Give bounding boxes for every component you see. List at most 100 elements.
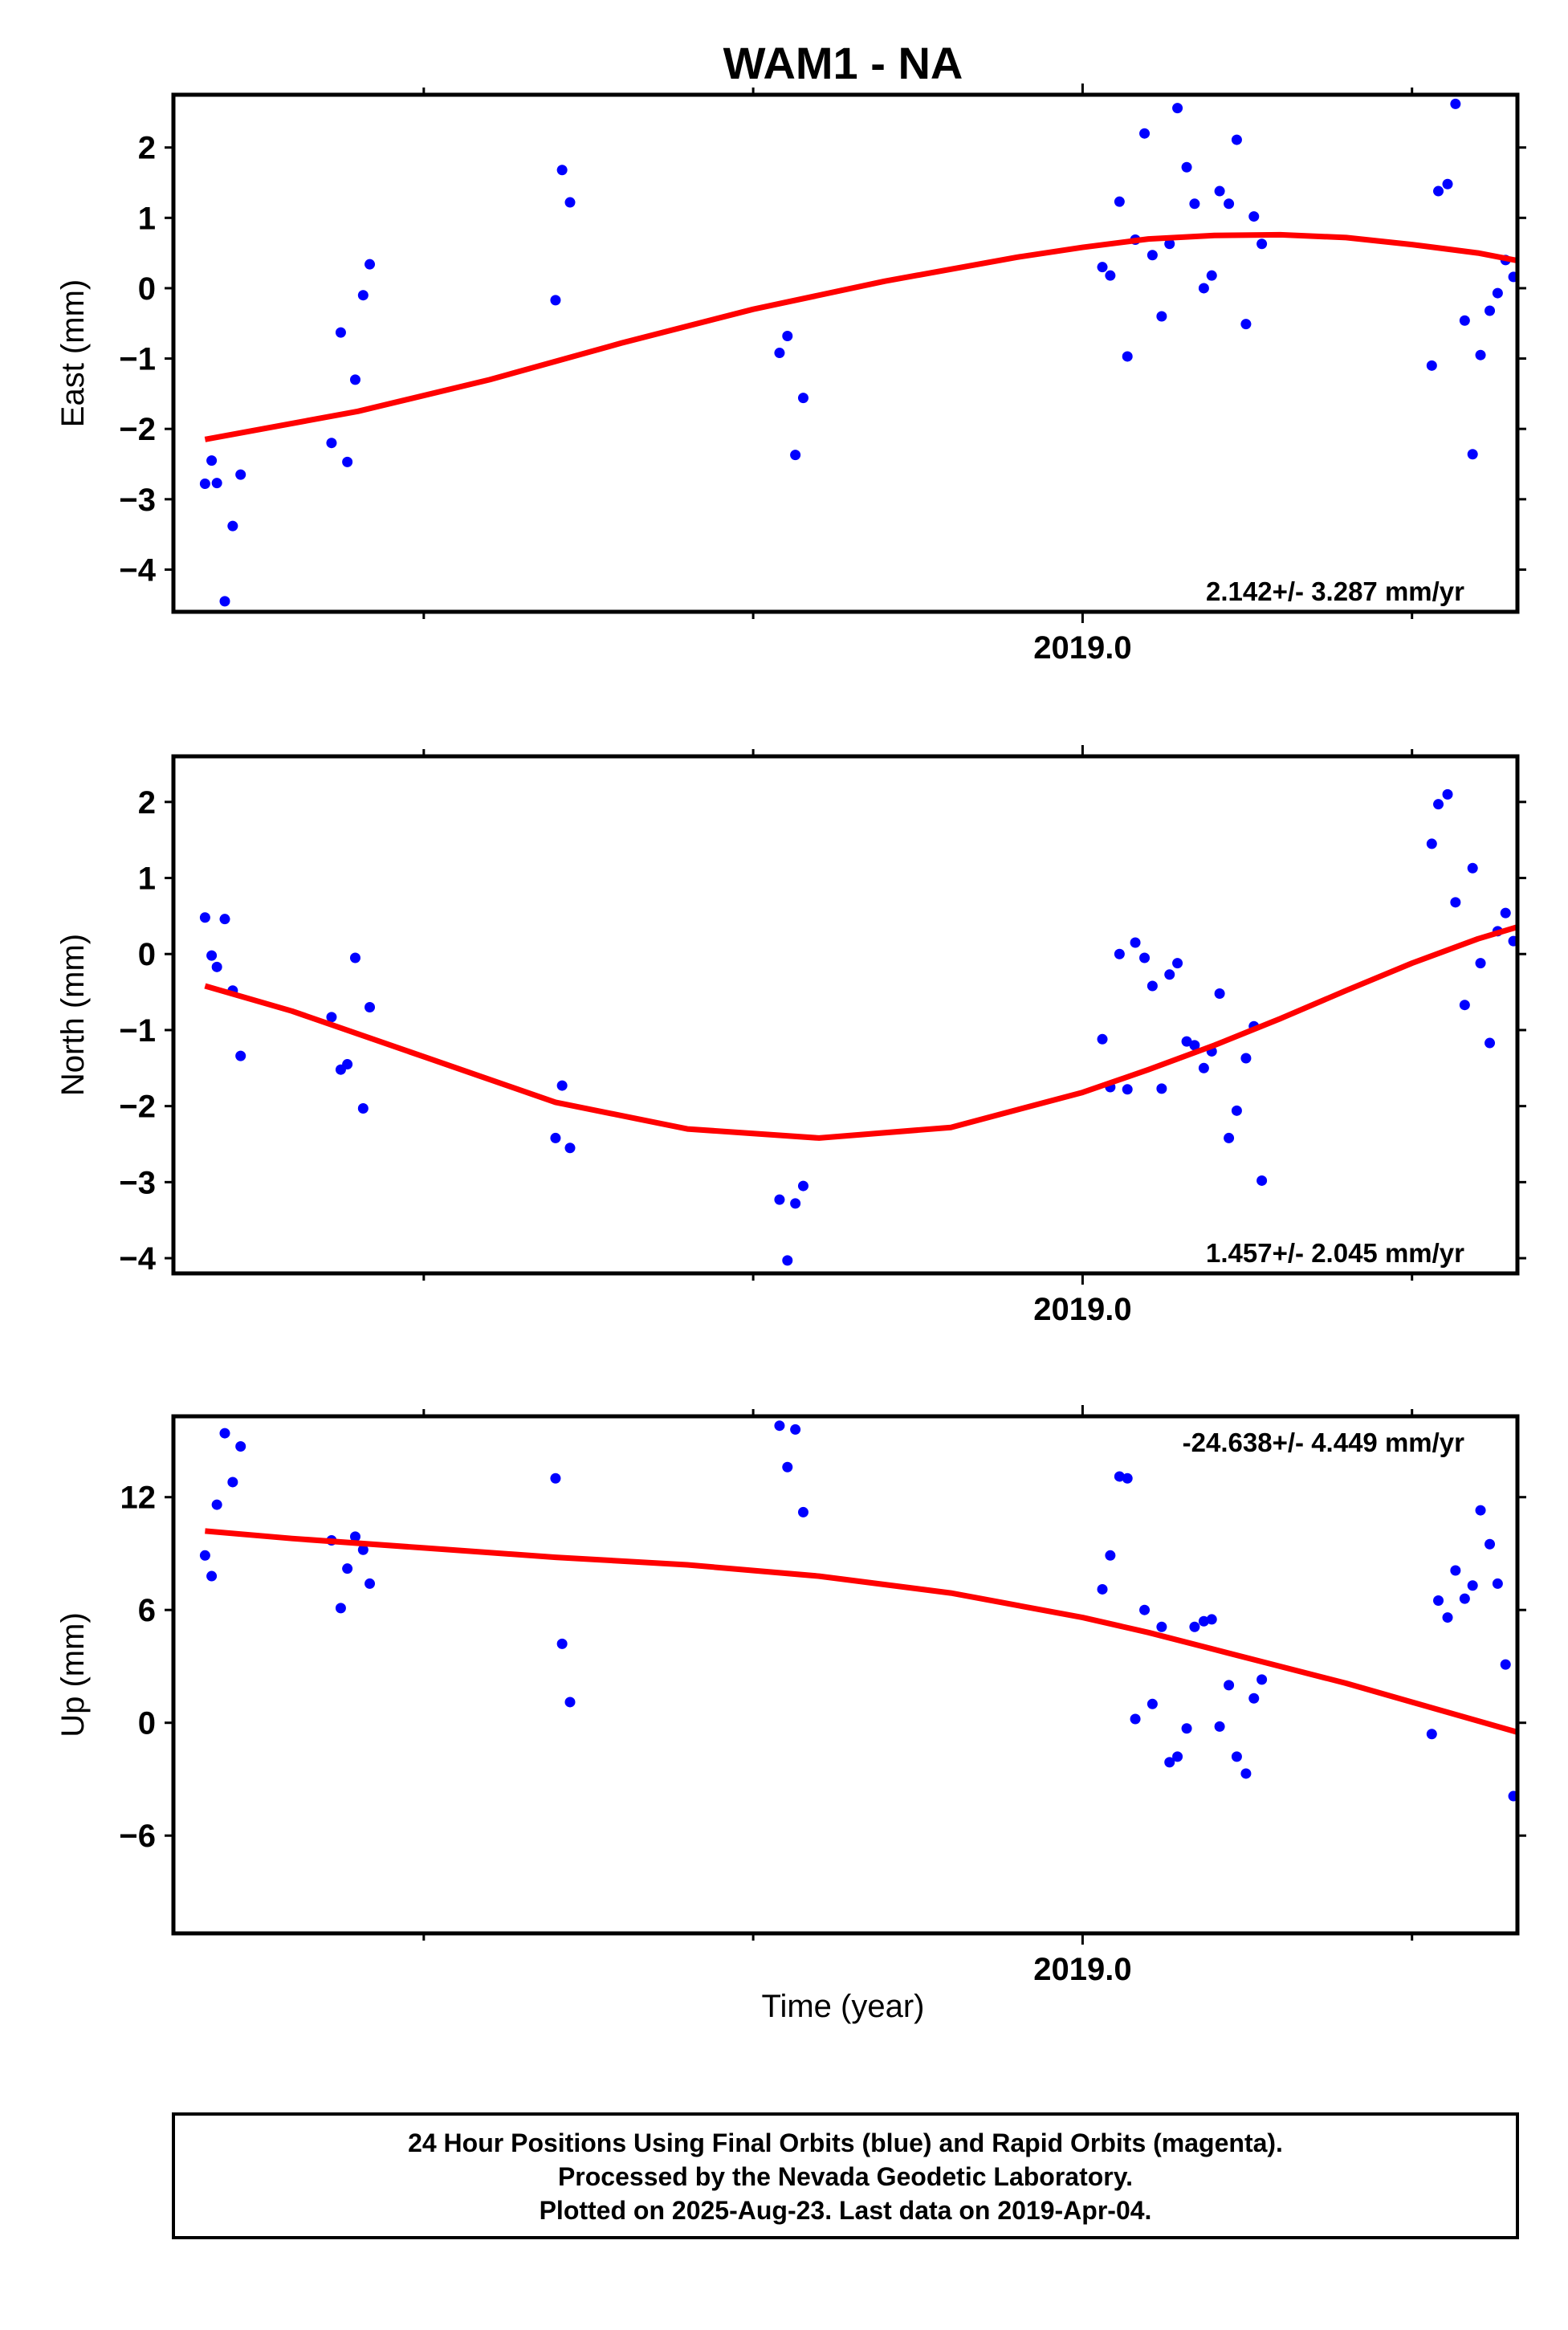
data-point-east: [1508, 271, 1517, 283]
data-layer-east: [199, 98, 1559, 607]
data-point-up: [1485, 1538, 1496, 1550]
x-axis-label: Time (year): [762, 1989, 925, 2024]
y-tick-label-north: 1: [138, 862, 156, 897]
data-point-east: [227, 520, 238, 532]
y-tick-label-up: 0: [138, 1706, 156, 1741]
data-point-north: [1500, 907, 1511, 919]
footer-box: 24 Hour Positions Using Final Orbits (bl…: [172, 2112, 1519, 2239]
data-point-up: [1122, 1473, 1133, 1484]
data-point-east: [335, 327, 346, 338]
data-point-north: [326, 1012, 337, 1023]
data-point-north: [1114, 948, 1125, 959]
data-point-east: [1240, 319, 1252, 330]
y-axis-label-north: North (mm): [55, 934, 91, 1096]
data-point-up: [1256, 1674, 1268, 1685]
data-point-up: [782, 1461, 793, 1473]
data-point-up: [1433, 1595, 1444, 1606]
data-point-north: [782, 1255, 793, 1266]
data-point-up: [1105, 1550, 1116, 1561]
data-point-east: [1549, 165, 1559, 176]
data-point-up: [1557, 1759, 1567, 1770]
data-point-north: [1485, 1037, 1496, 1049]
data-point-east: [1433, 185, 1444, 197]
data-point-east: [1475, 349, 1486, 360]
data-point-north: [1256, 1175, 1268, 1186]
data-point-up: [235, 1440, 246, 1452]
data-point-east: [235, 469, 246, 480]
data-point-north: [774, 1194, 785, 1205]
data-point-north: [797, 1180, 808, 1191]
y-tick-label-east: −1: [119, 342, 156, 377]
data-point-up: [1206, 1614, 1217, 1625]
data-point-up: [1525, 1618, 1536, 1628]
data-point-east: [1525, 350, 1536, 360]
trend-line-east: [204, 231, 1517, 442]
y-tick-label-north: 0: [138, 937, 156, 972]
data-point-north: [1426, 838, 1437, 849]
data-point-north: [1533, 888, 1544, 898]
data-point-up: [227, 1477, 238, 1488]
data-point-east: [1459, 315, 1470, 326]
data-point-up: [797, 1506, 808, 1517]
data-point-up: [1097, 1583, 1108, 1595]
data-point-up: [206, 1570, 218, 1582]
data-point-up: [1139, 1604, 1151, 1615]
data-point-up: [1508, 1790, 1517, 1802]
plot-frame-north: [171, 754, 1520, 1276]
data-point-up: [1172, 1751, 1183, 1762]
data-point-north: [1181, 1036, 1192, 1047]
data-point-north: [1525, 1024, 1536, 1034]
data-point-east: [1189, 198, 1200, 210]
data-point-east: [1097, 262, 1108, 273]
data-point-east: [556, 165, 568, 176]
y-tick-label-east: 1: [138, 201, 156, 236]
data-point-north: [1198, 1062, 1209, 1073]
data-point-east: [1542, 121, 1552, 132]
data-point-east: [1114, 196, 1125, 207]
data-point-north: [1549, 919, 1559, 929]
data-point-east: [564, 197, 576, 208]
y-tick-label-north: −1: [119, 1013, 156, 1049]
data-point-up: [1467, 1580, 1478, 1591]
data-point-up: [1224, 1680, 1235, 1691]
y-tick-label-up: 6: [138, 1593, 156, 1628]
data-point-east: [1231, 134, 1242, 145]
data-point-east: [1139, 128, 1151, 139]
data-point-north: [1442, 788, 1453, 800]
data-point-up: [199, 1550, 210, 1561]
plot-frame-east: [171, 92, 1520, 614]
data-point-east: [797, 393, 808, 404]
data-point-up: [1156, 1621, 1167, 1632]
x-tick-label-north: 2019.0: [1033, 1292, 1131, 1327]
data-point-up: [1231, 1751, 1242, 1762]
data-point-up: [211, 1499, 222, 1510]
data-point-up: [1130, 1713, 1141, 1725]
data-point-east: [349, 374, 360, 385]
data-point-east: [1485, 305, 1496, 316]
data-point-east: [1248, 211, 1260, 222]
y-tick-label-east: −4: [119, 552, 156, 588]
data-point-up: [357, 1544, 369, 1555]
data-point-up: [774, 1420, 785, 1432]
data-point-up: [1492, 1578, 1503, 1589]
data-point-up: [1549, 1761, 1559, 1771]
data-point-north: [1172, 958, 1183, 969]
y-axis-label-up: Up (mm): [55, 1612, 91, 1737]
data-point-east: [199, 479, 210, 490]
data-point-east: [1105, 270, 1116, 281]
data-point-up: [790, 1424, 801, 1435]
data-point-north: [206, 950, 218, 961]
data-point-east: [219, 596, 230, 607]
rate-label-east: 2.142+/- 3.287 mm/yr: [1206, 576, 1464, 606]
data-point-east: [1450, 98, 1461, 109]
data-point-up: [550, 1473, 561, 1484]
data-point-north: [219, 914, 230, 925]
data-point-east: [211, 478, 222, 489]
data-point-up: [1426, 1729, 1437, 1740]
data-point-north: [1122, 1084, 1133, 1095]
data-point-east: [1492, 287, 1503, 299]
data-point-up: [1214, 1721, 1225, 1732]
data-layer-up: [199, 1420, 1567, 1802]
y-tick-label-up: −6: [119, 1819, 156, 1854]
